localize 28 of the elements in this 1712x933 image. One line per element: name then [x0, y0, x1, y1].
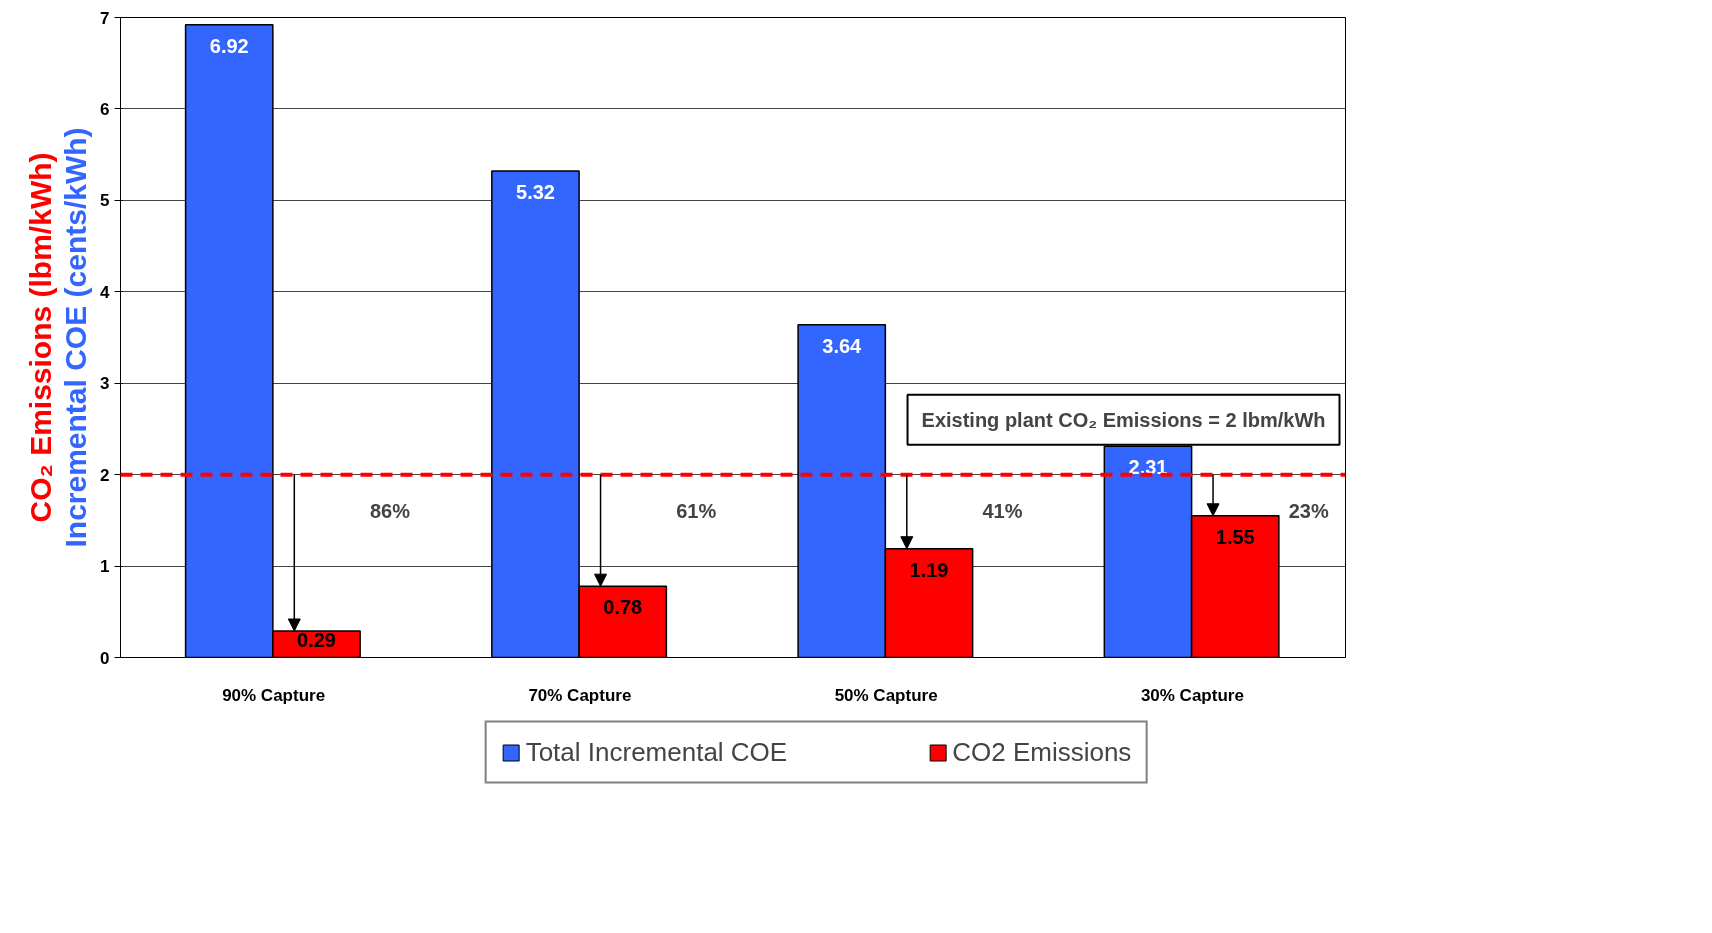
y-tick-label: 3: [100, 374, 110, 394]
y-tick-label: 2: [100, 465, 110, 485]
data-label: 6.92: [209, 34, 249, 57]
x-tick-label: 70% Capture: [528, 685, 632, 705]
legend-label: CO2 Emissions: [952, 736, 1132, 768]
data-label: 1.55: [1215, 525, 1255, 548]
y-tick-label: 1: [100, 557, 110, 577]
annotation: 41%: [982, 499, 1023, 522]
y-tick-label: 6: [100, 99, 110, 119]
annotation: 86%: [369, 499, 411, 522]
y-tick-label: 4: [100, 282, 111, 302]
ref-line-label: Existing plant CO₂ Emissions = 2 lbm/kWh: [921, 408, 1326, 431]
annotation: 23%: [1288, 499, 1329, 522]
data-label: 5.32: [516, 181, 555, 204]
data-label: 0.78: [603, 596, 643, 619]
y-tick-label: 7: [100, 8, 110, 28]
x-tick-label: 30% Capture: [1140, 685, 1244, 705]
legend-label: Total Incremental COE: [525, 736, 788, 768]
y-axis-title: Incremental COE (cents/kWh): [59, 127, 93, 548]
y-tick-label: 5: [100, 191, 110, 211]
x-tick-label: 90% Capture: [222, 685, 326, 705]
data-label: 1.19: [909, 558, 949, 581]
y2-axis-title: CO₂ Emissions (lbm/kWh): [23, 152, 57, 523]
data-label: 3.64: [822, 334, 863, 357]
annotation: 61%: [676, 499, 717, 522]
y-tick-label: 0: [100, 648, 110, 668]
data-label: 0.29: [297, 628, 336, 651]
x-tick-label: 50% Capture: [834, 685, 938, 705]
